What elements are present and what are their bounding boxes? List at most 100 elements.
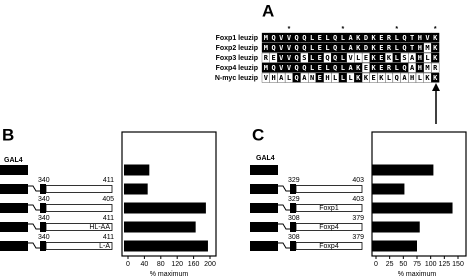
plot-frame (121, 131, 217, 257)
x-tick-label: 160 (188, 261, 200, 268)
x-tick-label: 75 (413, 261, 421, 268)
gal4-dbd (250, 165, 278, 175)
leucine-zipper (290, 184, 296, 194)
leucine-zipper (290, 203, 296, 213)
residue-cell (431, 62, 440, 73)
residue-cell (431, 52, 440, 63)
end-residue: 379 (352, 234, 364, 241)
leucine-zipper (40, 203, 46, 213)
gal4-dbd (0, 222, 28, 232)
fox-region (295, 204, 363, 212)
x-tick-label: 120 (171, 261, 183, 268)
residue-cell (431, 32, 440, 43)
arrow-head (432, 83, 440, 91)
end-residue: 403 (352, 177, 364, 184)
insert-label: Foxp4 (319, 243, 339, 250)
bar (124, 164, 150, 176)
heptad-star: * (434, 26, 437, 33)
gal4-dbd (250, 184, 278, 194)
sequence: REVVQSLEQQLVLEKEKLSAHLK (264, 54, 438, 62)
fox-region (45, 223, 113, 231)
gal4-dbd (250, 241, 278, 251)
x-tick-label: 40 (141, 261, 149, 268)
residue-cell (431, 72, 440, 83)
linker (278, 204, 290, 211)
leucine-zipper (290, 222, 296, 232)
heptad-star: * (341, 26, 344, 33)
insert-label: Foxp4 (319, 224, 339, 231)
x-tick-label: 50 (399, 261, 407, 268)
x-tick-label: 0 (374, 261, 378, 268)
gal4-dbd (0, 165, 28, 175)
fox-region (295, 185, 363, 193)
linker (28, 223, 40, 230)
fox-region (295, 242, 363, 250)
heptad-star: * (395, 26, 398, 33)
gal4-label: GAL4 (256, 155, 275, 162)
row-label: Foxp3 leuzip (216, 55, 258, 62)
start-residue: 340 (38, 177, 50, 184)
linker (278, 185, 290, 192)
fox-region (45, 185, 113, 193)
start-residue: 340 (38, 196, 50, 203)
bar (372, 183, 405, 195)
mutation-label: HL-AA (89, 224, 110, 231)
end-residue: 411 (103, 234, 114, 241)
mutation-label: L-A (99, 243, 110, 250)
bar (372, 240, 417, 252)
gal4-label: GAL4 (4, 157, 23, 164)
fox-region (45, 242, 113, 250)
residue-cell (431, 42, 440, 53)
sequence: MQVVQQLELQLAKDKERLQTHMK (264, 44, 438, 52)
panel-label: B (2, 125, 14, 144)
start-residue: 340 (38, 215, 50, 222)
gal4-dbd (0, 203, 28, 213)
x-tick-label: 200 (204, 261, 216, 268)
end-residue: 411 (103, 215, 114, 222)
fox-region (45, 204, 113, 212)
gal4-dbd (250, 203, 278, 213)
bar (124, 240, 208, 252)
heptad-star: * (288, 26, 291, 33)
insert-label: Foxp1 (319, 205, 339, 212)
row-label: Foxp2 leuzip (216, 45, 258, 52)
sequence: MQVVQQLELQLAKEKERLQAHMR (264, 64, 438, 72)
linker (28, 204, 40, 211)
gal4-dbd (250, 222, 278, 232)
linker (28, 185, 40, 192)
x-tick-label: 100 (425, 261, 437, 268)
leucine-zipper (40, 241, 46, 251)
end-residue: 411 (103, 177, 114, 184)
row-label: N-myc leuzip (215, 75, 258, 82)
x-tick-label: 25 (386, 261, 394, 268)
x-axis-label: % maximum (398, 271, 437, 278)
start-residue: 340 (38, 234, 50, 241)
leucine-zipper (40, 222, 46, 232)
end-residue: 405 (102, 196, 114, 203)
row-label: Foxp4 leuzip (216, 65, 258, 72)
leucine-zipper (290, 241, 296, 251)
start-residue: 329 (288, 196, 300, 203)
row-label: Foxp1 leuzip (216, 35, 258, 42)
end-residue: 379 (352, 215, 364, 222)
gal4-dbd (0, 241, 28, 251)
bar (372, 164, 434, 176)
bar (372, 221, 420, 233)
linker (278, 242, 290, 249)
linker (28, 242, 40, 249)
x-tick-label: 80 (157, 261, 165, 268)
bar (124, 202, 206, 214)
linker (278, 223, 290, 230)
start-residue: 329 (288, 177, 300, 184)
panel-label: A (262, 1, 274, 20)
end-residue: 403 (352, 196, 364, 203)
start-residue: 308 (288, 234, 300, 241)
leucine-zipper (40, 184, 46, 194)
panel-label: C (252, 125, 264, 144)
gal4-dbd (0, 184, 28, 194)
start-residue: 308 (288, 215, 300, 222)
x-tick-label: 150 (452, 261, 464, 268)
x-tick-label: 125 (438, 261, 450, 268)
x-axis-label: % maximum (150, 271, 189, 278)
